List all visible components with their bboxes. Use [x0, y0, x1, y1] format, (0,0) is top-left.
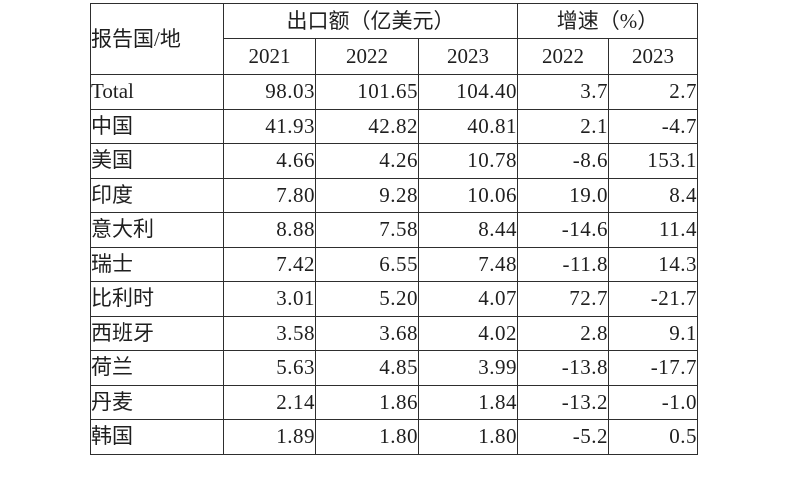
- cell-export-2022: 4.85: [315, 350, 419, 386]
- cell-export-2021: 7.42: [223, 246, 316, 282]
- cell-growth-2023: 2.7: [608, 74, 699, 110]
- cell-export-2021: 4.66: [223, 143, 316, 179]
- row-label: 意大利: [90, 212, 224, 248]
- cell-export-2022: 9.28: [315, 177, 419, 213]
- cell-export-2023: 10.06: [417, 177, 519, 213]
- cell-export-2022: 101.65: [315, 74, 419, 110]
- cell-growth-2023: 11.4: [608, 212, 699, 248]
- table-row-switzerland: 瑞士 7.42 6.55 7.48 -11.8 14.3: [90, 246, 699, 282]
- row-label: Total: [90, 74, 224, 110]
- cell-export-2023: 1.84: [417, 384, 519, 420]
- row-label: 美国: [90, 143, 224, 179]
- column-header-export-2021: 2021: [223, 38, 316, 75]
- cell-export-2022: 42.82: [315, 108, 419, 144]
- cell-export-2022: 1.86: [315, 384, 419, 420]
- cell-growth-2023: 14.3: [608, 246, 699, 282]
- cell-growth-2022: 2.8: [517, 315, 610, 351]
- cell-growth-2023: 153.1: [608, 143, 699, 179]
- cell-growth-2023: 0.5: [608, 419, 699, 455]
- cell-export-2022: 1.80: [315, 419, 419, 455]
- row-label: 西班牙: [90, 315, 224, 351]
- table-row-usa: 美国 4.66 4.26 10.78 -8.6 153.1: [90, 143, 699, 179]
- cell-export-2022: 4.26: [315, 143, 419, 179]
- column-group-export: 出口额（亿美元）: [222, 3, 519, 39]
- cell-export-2022: 5.20: [315, 281, 419, 317]
- cell-growth-2022: 3.7: [517, 74, 610, 110]
- table-row-south-korea: 韩国 1.89 1.80 1.80 -5.2 0.5: [90, 419, 699, 455]
- cell-growth-2022: -13.2: [517, 384, 610, 420]
- row-label: 瑞士: [90, 246, 224, 282]
- table-row-spain: 西班牙 3.58 3.68 4.02 2.8 9.1: [90, 315, 699, 351]
- cell-growth-2023: 9.1: [608, 315, 699, 351]
- cell-export-2023: 4.07: [417, 281, 519, 317]
- export-growth-table: 报告国/地 出口额（亿美元） 增速（%） 2021 2022 2023 2022…: [90, 3, 699, 455]
- row-label: 荷兰: [90, 350, 224, 386]
- cell-export-2023: 7.48: [417, 246, 519, 282]
- cell-growth-2022: -13.8: [517, 350, 610, 386]
- column-group-growth: 增速（%）: [517, 3, 699, 39]
- table-row-netherlands: 荷兰 5.63 4.85 3.99 -13.8 -17.7: [90, 350, 699, 386]
- table-header-row-groups: 报告国/地 出口额（亿美元） 增速（%）: [90, 3, 699, 75]
- cell-export-2022: 7.58: [315, 212, 419, 248]
- table-row-china: 中国 41.93 42.82 40.81 2.1 -4.7: [90, 108, 699, 144]
- cell-export-2021: 3.01: [223, 281, 316, 317]
- cell-export-2021: 2.14: [223, 384, 316, 420]
- table-row-italy: 意大利 8.88 7.58 8.44 -14.6 11.4: [90, 212, 699, 248]
- row-label: 韩国: [90, 419, 224, 455]
- row-label: 丹麦: [90, 384, 224, 420]
- cell-growth-2022: -5.2: [517, 419, 610, 455]
- cell-export-2022: 6.55: [315, 246, 419, 282]
- table-row-belgium: 比利时 3.01 5.20 4.07 72.7 -21.7: [90, 281, 699, 317]
- cell-growth-2022: -11.8: [517, 246, 610, 282]
- cell-export-2021: 1.89: [223, 419, 316, 455]
- table-row-india: 印度 7.80 9.28 10.06 19.0 8.4: [90, 177, 699, 213]
- cell-growth-2022: -8.6: [517, 143, 610, 179]
- cell-growth-2023: -1.0: [608, 384, 699, 420]
- column-header-country: 报告国/地: [90, 3, 224, 75]
- column-header-export-2023: 2023: [417, 38, 519, 75]
- cell-export-2023: 4.02: [417, 315, 519, 351]
- cell-export-2023: 3.99: [417, 350, 519, 386]
- cell-export-2021: 8.88: [223, 212, 316, 248]
- cell-growth-2023: 8.4: [608, 177, 699, 213]
- cell-export-2021: 5.63: [223, 350, 316, 386]
- column-header-growth-2023: 2023: [608, 38, 699, 75]
- row-label: 中国: [90, 108, 224, 144]
- cell-growth-2023: -4.7: [608, 108, 699, 144]
- cell-export-2023: 1.80: [417, 419, 519, 455]
- cell-growth-2023: -21.7: [608, 281, 699, 317]
- column-header-growth-2022: 2022: [517, 38, 610, 75]
- column-header-export-2022: 2022: [315, 38, 419, 75]
- cell-export-2023: 104.40: [417, 74, 519, 110]
- cell-growth-2022: 19.0: [517, 177, 610, 213]
- cell-export-2021: 98.03: [223, 74, 316, 110]
- cell-export-2021: 41.93: [223, 108, 316, 144]
- cell-growth-2022: 72.7: [517, 281, 610, 317]
- row-label: 印度: [90, 177, 224, 213]
- table-row-denmark: 丹麦 2.14 1.86 1.84 -13.2 -1.0: [90, 384, 699, 420]
- cell-growth-2022: 2.1: [517, 108, 610, 144]
- row-label: 比利时: [90, 281, 224, 317]
- cell-export-2021: 7.80: [223, 177, 316, 213]
- table-row-total: Total 98.03 101.65 104.40 3.7 2.7: [90, 74, 699, 110]
- cell-export-2021: 3.58: [223, 315, 316, 351]
- cell-export-2022: 3.68: [315, 315, 419, 351]
- cell-growth-2023: -17.7: [608, 350, 699, 386]
- cell-export-2023: 40.81: [417, 108, 519, 144]
- table-header-row-years: 2021 2022 2023 2022 2023: [91, 38, 699, 75]
- cell-export-2023: 8.44: [417, 212, 519, 248]
- cell-export-2023: 10.78: [417, 143, 519, 179]
- cell-growth-2022: -14.6: [517, 212, 610, 248]
